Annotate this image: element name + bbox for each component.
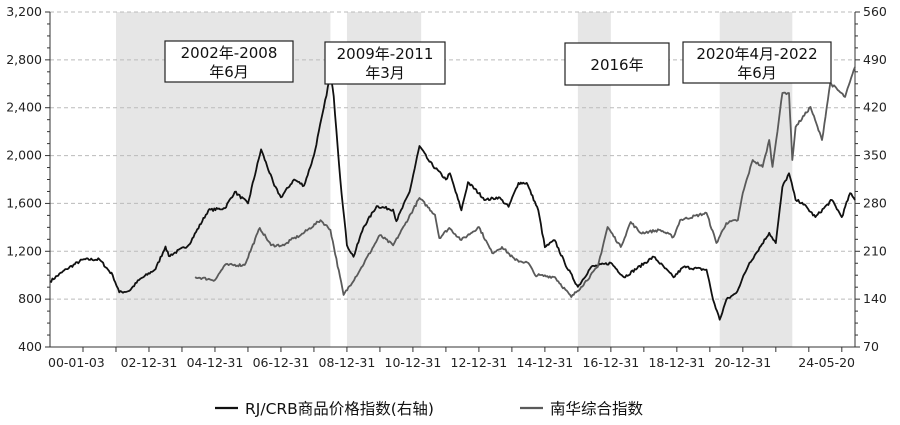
annotation-box-2: 2016年 — [564, 42, 670, 86]
annotation-line1: 2016年 — [590, 56, 643, 74]
right-tick-label: 490 — [863, 52, 887, 67]
left-tick-label: 800 — [18, 291, 42, 306]
annotation-frame — [324, 41, 446, 85]
left-tick-label: 2,400 — [6, 100, 42, 115]
right-tick-label: 350 — [863, 148, 887, 163]
legend-label-crb: RJ/CRB商品价格指数(右轴) — [245, 400, 434, 418]
series-line-crb — [49, 73, 856, 321]
annotation-frame — [164, 40, 294, 83]
x-tick-label: 14-12-31 — [517, 355, 574, 370]
annotation-line1: 2020年4月-2022 — [696, 45, 817, 63]
x-tick-label: 08-12-31 — [319, 355, 376, 370]
left-tick-label: 1,200 — [6, 243, 42, 258]
x-tick-label: 04-12-31 — [187, 355, 244, 370]
annotation-line1: 2009年-2011 — [337, 45, 434, 63]
x-tick-label: 00-01-03 — [48, 355, 105, 370]
annotation-frame — [682, 41, 832, 84]
left-tick-label: 2,800 — [6, 52, 42, 67]
series-line-nanhua — [194, 66, 856, 298]
x-tick-label: 06-12-31 — [253, 355, 310, 370]
left-tick-label: 400 — [18, 339, 42, 354]
x-tick-label: 20-12-31 — [714, 355, 771, 370]
right-tick-label: 560 — [863, 4, 887, 19]
left-tick-label: 3,200 — [6, 4, 42, 19]
annotation-line1: 2002年-2008 — [181, 44, 278, 62]
right-tick-label: 280 — [863, 195, 887, 210]
right-tick-label: 210 — [863, 243, 887, 258]
left-tick-label: 1,600 — [6, 195, 42, 210]
left-tick-label: 2,000 — [6, 148, 42, 163]
annotation-line2: 年6月 — [737, 64, 777, 82]
legend-label-nanhua: 南华综合指数 — [550, 400, 644, 418]
right-tick-label: 420 — [863, 100, 887, 115]
annotation-line2: 年6月 — [209, 63, 249, 81]
x-tick-label: 10-12-31 — [385, 355, 442, 370]
right-tick-label: 140 — [863, 291, 887, 306]
x-tick-label: 18-12-31 — [648, 355, 705, 370]
annotation-line2: 年3月 — [365, 64, 405, 82]
x-tick-label: 12-12-31 — [451, 355, 508, 370]
right-tick-label: 70 — [863, 339, 879, 354]
axes: 400 800 1,200 1,600 2,000 2,400 2,800 3,200 70 14… — [6, 4, 887, 370]
series-lines — [49, 66, 856, 321]
x-tick-label: 02-12-31 — [121, 355, 178, 370]
annotation-frame — [564, 42, 670, 86]
legend: RJ/CRB商品价格指数(右轴) 南华综合指数 — [215, 400, 644, 418]
x-tick-label: 24-05-20 — [798, 355, 855, 370]
x-tick-label: 16-12-31 — [582, 355, 639, 370]
